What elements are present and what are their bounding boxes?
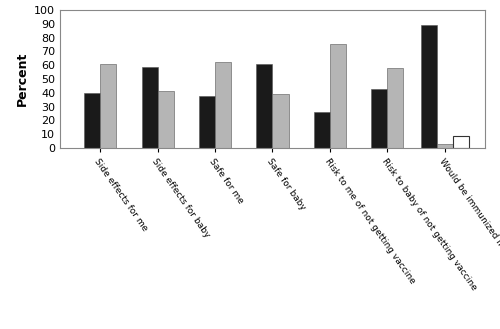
Bar: [437, 144, 453, 148]
Bar: [372, 89, 388, 148]
Bar: [100, 64, 116, 148]
Bar: [453, 136, 469, 148]
Bar: [84, 93, 100, 148]
Bar: [330, 44, 346, 148]
Bar: [420, 25, 437, 148]
Bar: [272, 94, 288, 148]
Bar: [256, 64, 272, 148]
Bar: [199, 95, 215, 148]
Bar: [388, 68, 404, 148]
Bar: [215, 63, 231, 148]
Y-axis label: Percent: Percent: [16, 52, 28, 106]
Bar: [314, 112, 330, 148]
Bar: [142, 66, 158, 148]
Bar: [158, 91, 174, 148]
